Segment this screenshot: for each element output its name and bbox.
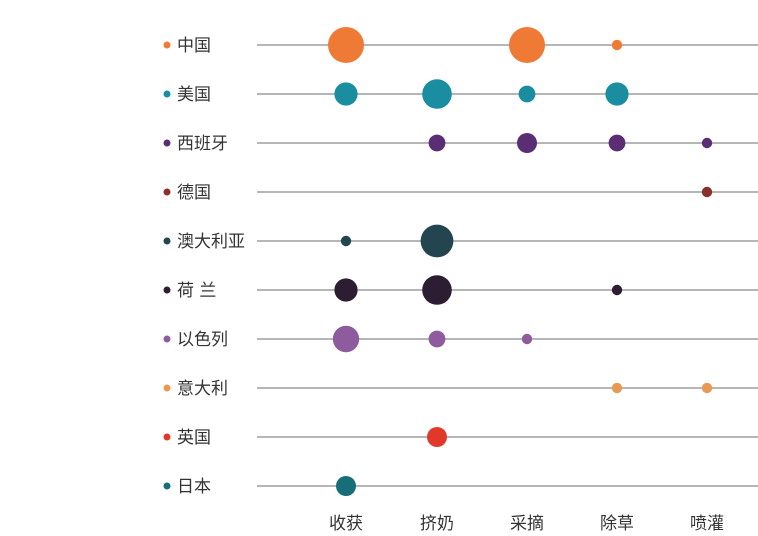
bubble	[422, 79, 452, 109]
row-label: 英国	[177, 428, 211, 448]
row-6: 荷 兰	[163, 275, 758, 305]
row-8: 意大利	[163, 379, 758, 399]
bubble	[340, 235, 352, 247]
bubble	[605, 82, 629, 106]
bubble	[701, 186, 713, 198]
row-7: 以色列	[163, 325, 758, 353]
legend-marker	[163, 237, 171, 245]
legend-marker	[163, 188, 171, 196]
row-label: 荷 兰	[177, 281, 216, 301]
bubble	[334, 82, 358, 106]
legend-marker	[163, 286, 171, 294]
row-label: 以色列	[177, 330, 228, 350]
column-label: 喷灌	[690, 514, 724, 534]
bubble	[611, 39, 623, 51]
legend-marker	[163, 90, 171, 98]
bubble	[611, 382, 623, 394]
row-label: 中国	[177, 36, 211, 56]
bubble	[332, 325, 360, 353]
row-2: 美国	[163, 79, 758, 109]
column-labels: 收获 挤奶 采摘 除草 喷灌	[329, 514, 724, 534]
bubble	[521, 333, 533, 345]
bubble	[422, 275, 452, 305]
row-label: 意大利	[177, 379, 228, 399]
bubble	[517, 133, 537, 153]
legend-marker	[163, 482, 171, 490]
legend-marker	[163, 139, 171, 147]
row-4: 德国	[163, 183, 758, 203]
row-3: 西班牙	[163, 133, 758, 154]
row-label: 美国	[177, 85, 211, 105]
bubble	[336, 476, 356, 496]
bubble	[328, 27, 364, 63]
bubble	[701, 382, 713, 394]
bubble	[428, 134, 446, 152]
row-label: 西班牙	[177, 134, 228, 154]
column-label: 收获	[329, 514, 363, 534]
column-label: 除草	[600, 514, 634, 534]
row-9: 英国	[163, 427, 758, 448]
bubble	[611, 284, 623, 296]
row-label: 德国	[177, 183, 211, 203]
bubble	[420, 224, 454, 258]
legend-marker	[163, 41, 171, 49]
row-5: 澳大利亚	[163, 224, 758, 258]
legend-marker	[163, 335, 171, 343]
column-label: 采摘	[510, 514, 544, 534]
row-1: 中国	[163, 27, 758, 63]
bubble	[509, 27, 545, 63]
column-label: 挤奶	[420, 514, 454, 534]
legend-marker	[163, 433, 171, 441]
row-label: 日本	[177, 477, 211, 497]
row-10: 日本	[163, 476, 758, 497]
row-label: 澳大利亚	[177, 232, 245, 252]
bubble	[427, 427, 447, 447]
legend-marker	[163, 384, 171, 392]
bubble	[428, 330, 446, 348]
bubble	[334, 278, 358, 302]
bubble	[608, 134, 626, 152]
bubble	[518, 85, 536, 103]
bubble	[701, 137, 713, 149]
